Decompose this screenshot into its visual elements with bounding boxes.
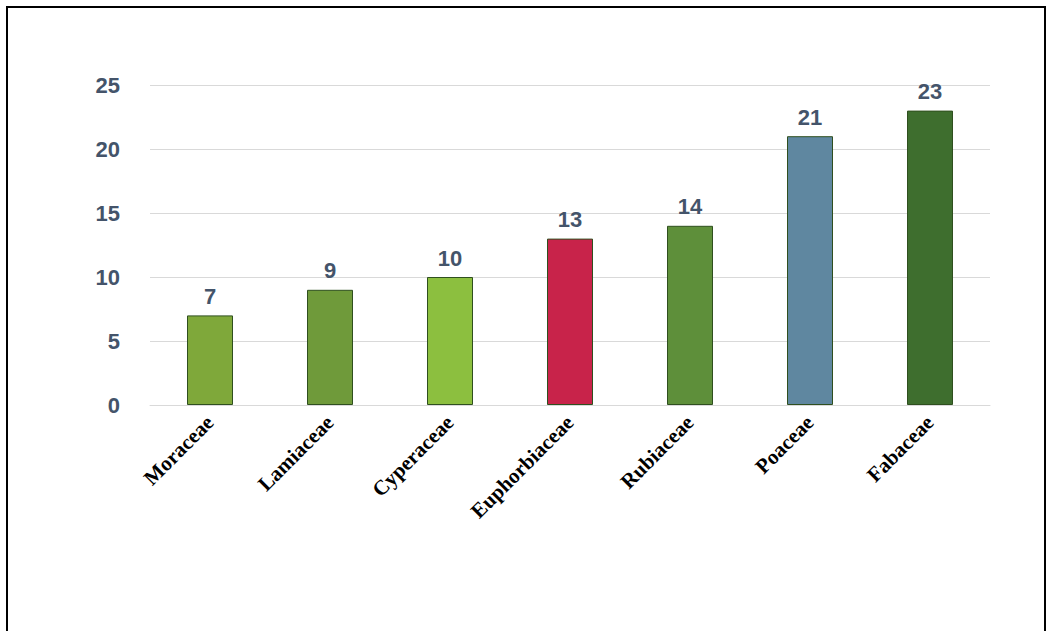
svg-text:Fabaceae: Fabaceae (862, 411, 938, 487)
svg-text:21: 21 (798, 105, 822, 130)
svg-text:14: 14 (678, 194, 703, 219)
svg-text:Rubiaceae: Rubiaceae (616, 411, 699, 494)
svg-text:10: 10 (438, 246, 462, 271)
svg-text:15: 15 (96, 201, 120, 226)
svg-text:13: 13 (558, 207, 582, 232)
svg-text:25: 25 (96, 73, 120, 98)
svg-text:Euphorbiaceae: Euphorbiaceae (466, 411, 579, 524)
svg-text:9: 9 (324, 258, 336, 283)
svg-text:Poaceae: Poaceae (750, 411, 818, 479)
svg-text:Lamiaceae: Lamiaceae (253, 411, 338, 496)
svg-text:7: 7 (204, 284, 216, 309)
svg-text:Moraceae: Moraceae (139, 411, 219, 491)
svg-text:20: 20 (96, 137, 120, 162)
svg-text:Cyperaceae: Cyperaceae (367, 411, 458, 502)
svg-text:0: 0 (108, 393, 120, 418)
svg-text:10: 10 (96, 265, 120, 290)
svg-text:5: 5 (108, 329, 120, 354)
svg-text:23: 23 (918, 79, 942, 104)
